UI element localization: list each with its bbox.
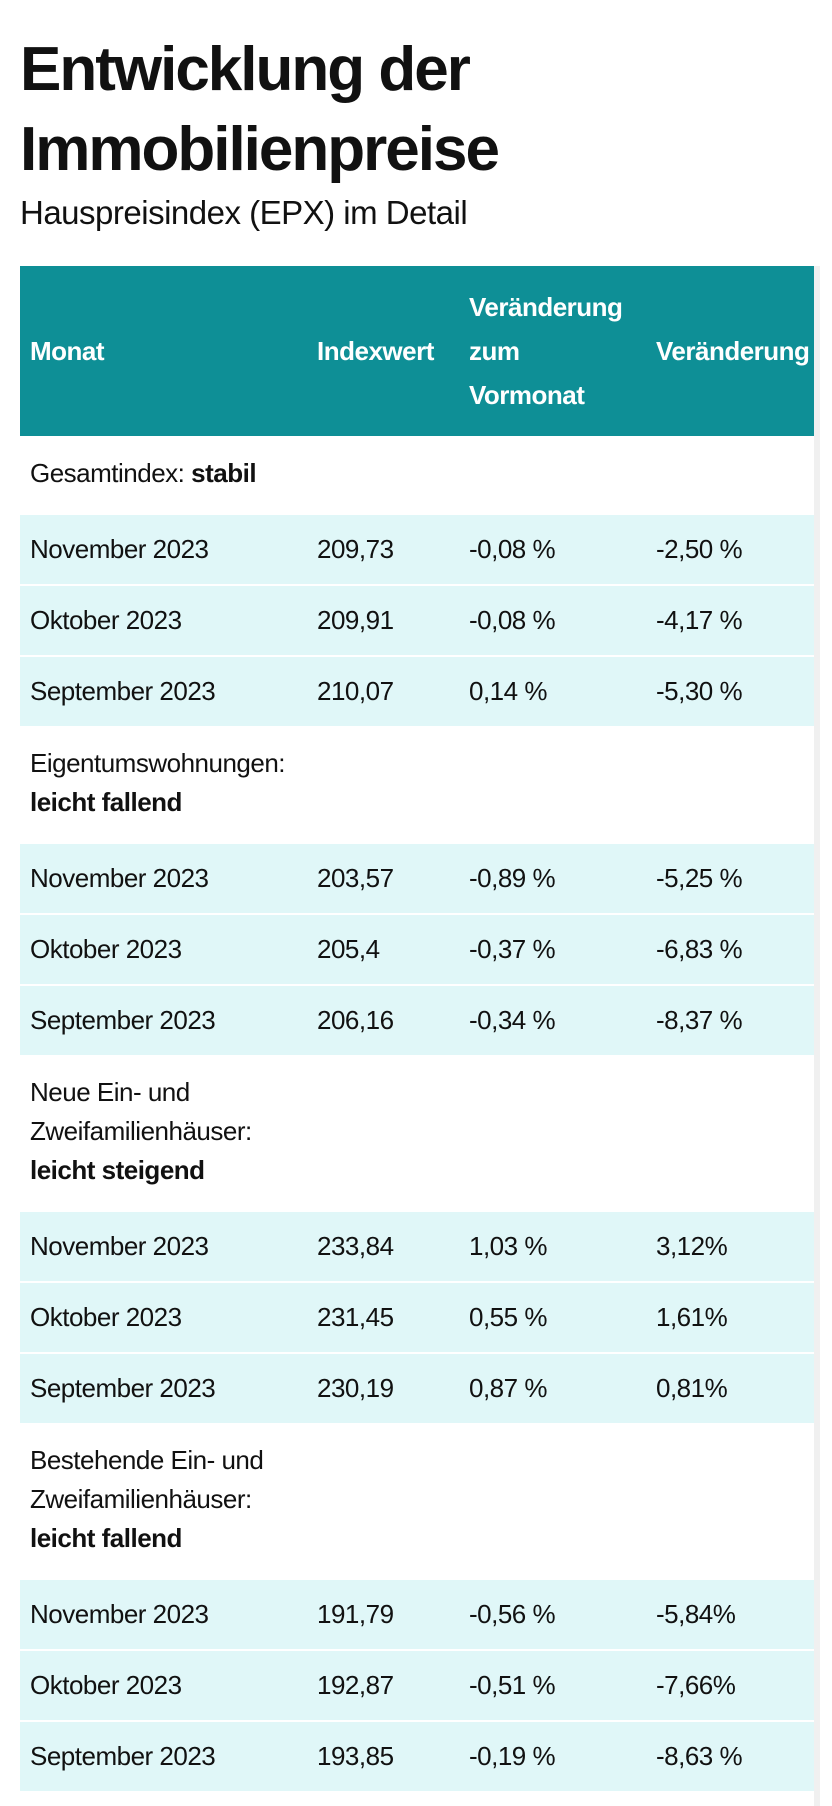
cell: 3,12% (646, 1212, 814, 1281)
scrollbar (814, 266, 820, 1806)
group-label: Bestehende Ein- und Zweifamilienhäuser: (30, 1445, 264, 1514)
group-heading: Gesamtindex: stabil (20, 438, 307, 513)
cell: -0,34 % (459, 986, 646, 1055)
cell: -8,63 % (646, 1722, 814, 1791)
cell: 230,19 (307, 1354, 459, 1423)
group-trend: leicht steigend (30, 1155, 205, 1185)
group-trend: leicht fallend (30, 1523, 182, 1553)
group-row: Gesamtindex: stabil (20, 438, 814, 513)
cell: -0,51 % (459, 1651, 646, 1720)
empty-cell (307, 728, 459, 842)
cell: -0,19 % (459, 1722, 646, 1791)
cell: September 2023 (20, 657, 307, 726)
cell: November 2023 (20, 1580, 307, 1649)
cell: -0,08 % (459, 586, 646, 655)
cell: -5,84% (646, 1580, 814, 1649)
cell: November 2023 (20, 844, 307, 913)
subtitle: Hauspreisindex (EPX) im Detail (20, 194, 468, 231)
cell: 233,84 (307, 1212, 459, 1281)
empty-cell (307, 1425, 459, 1578)
cell: September 2023 (20, 1354, 307, 1423)
cell: November 2023 (20, 1212, 307, 1281)
cell: 0,55 % (459, 1283, 646, 1352)
cell: -4,17 % (646, 586, 814, 655)
cell: -2,50 % (646, 515, 814, 584)
cell: -0,37 % (459, 915, 646, 984)
data-row: Oktober 2023 209,91 -0,08 % -4,17 % (20, 586, 814, 655)
cell: -0,08 % (459, 515, 646, 584)
cell: -5,25 % (646, 844, 814, 913)
empty-cell (459, 1057, 646, 1210)
cell: -6,83 % (646, 915, 814, 984)
data-row: November 2023 233,84 1,03 % 3,12% (20, 1212, 814, 1281)
empty-cell (646, 1425, 814, 1578)
cell: 210,07 (307, 657, 459, 726)
title: Entwicklung der Immobilienpreise (20, 35, 500, 184)
column-header: Monat (20, 266, 307, 436)
data-row: September 2023 230,19 0,87 % 0,81% (20, 1354, 814, 1423)
data-row: Oktober 2023 205,4 -0,37 % -6,83 % (20, 915, 814, 984)
cell: Oktober 2023 (20, 1283, 307, 1352)
data-row: Oktober 2023 231,45 0,55 % 1,61% (20, 1283, 814, 1352)
group-trend: stabil (191, 458, 257, 488)
group-row: Bestehende Ein- und Zweifamilienhäuser: … (20, 1425, 814, 1578)
group-label: Neue Ein- und Zweifamilienhäuser: (30, 1077, 252, 1146)
group-heading: Bestehende Ein- und Zweifamilienhäuser: … (20, 1425, 307, 1578)
column-header: Veränderung zum Vormonat (459, 266, 646, 436)
cell: 205,4 (307, 915, 459, 984)
empty-cell (459, 438, 646, 513)
group-label: Eigentumswohnungen: (30, 748, 286, 778)
cell: 206,16 (307, 986, 459, 1055)
empty-cell (646, 728, 814, 842)
cell: November 2023 (20, 515, 307, 584)
data-row: November 2023 209,73 -0,08 % -2,50 % (20, 515, 814, 584)
price-table: Monat Indexwert Veränderung zum Vormonat Ve… (20, 266, 814, 1793)
column-header: Indexwert (307, 266, 459, 436)
empty-cell (646, 438, 814, 513)
data-row: September 2023 210,07 0,14 % -5,30 % (20, 657, 814, 726)
cell: 0,87 % (459, 1354, 646, 1423)
empty-cell (307, 1057, 459, 1210)
empty-cell (459, 728, 646, 842)
cell: -7,66% (646, 1651, 814, 1720)
group-heading: Eigentumswohnungen: leicht fallend (20, 728, 307, 842)
table-container: Monat Indexwert Veränderung zum Vormonat Ve… (20, 266, 814, 1793)
cell: Oktober 2023 (20, 915, 307, 984)
column-header: Veränderung zum Vorjahresmonat (646, 266, 814, 436)
data-row: November 2023 191,79 -0,56 % -5,84% (20, 1580, 814, 1649)
header-row: Monat Indexwert Veränderung zum Vormonat Ve… (20, 266, 814, 436)
cell: 209,73 (307, 515, 459, 584)
data-row: Oktober 2023 192,87 -0,51 % -7,66% (20, 1651, 814, 1720)
cell: 1,61% (646, 1283, 814, 1352)
cell: 1,03 % (459, 1212, 646, 1281)
empty-cell (307, 438, 459, 513)
cell: 193,85 (307, 1722, 459, 1791)
cell: -0,56 % (459, 1580, 646, 1649)
cell: 191,79 (307, 1580, 459, 1649)
group-row: Eigentumswohnungen: leicht fallend (20, 728, 814, 842)
cell: 0,14 % (459, 657, 646, 726)
cell: Oktober 2023 (20, 1651, 307, 1720)
group-row: Neue Ein- und Zweifamilienhäuser: leicht… (20, 1057, 814, 1210)
data-row: September 2023 206,16 -0,34 % -8,37 % (20, 986, 814, 1055)
cell: -8,37 % (646, 986, 814, 1055)
data-row: November 2023 203,57 -0,89 % -5,25 % (20, 844, 814, 913)
group-trend: leicht fallend (30, 787, 182, 817)
cell: -5,30 % (646, 657, 814, 726)
cell: September 2023 (20, 1722, 307, 1791)
cell: 0,81% (646, 1354, 814, 1423)
cell: 209,91 (307, 586, 459, 655)
cell: 192,87 (307, 1651, 459, 1720)
cell: September 2023 (20, 986, 307, 1055)
data-row: September 2023 193,85 -0,19 % -8,63 % (20, 1722, 814, 1791)
cell: 231,45 (307, 1283, 459, 1352)
empty-cell (646, 1057, 814, 1210)
cell: 203,57 (307, 844, 459, 913)
empty-cell (459, 1425, 646, 1578)
cell: -0,89 % (459, 844, 646, 913)
group-heading: Neue Ein- und Zweifamilienhäuser: leicht… (20, 1057, 307, 1210)
cell: Oktober 2023 (20, 586, 307, 655)
group-label: Gesamtindex: (30, 458, 185, 488)
